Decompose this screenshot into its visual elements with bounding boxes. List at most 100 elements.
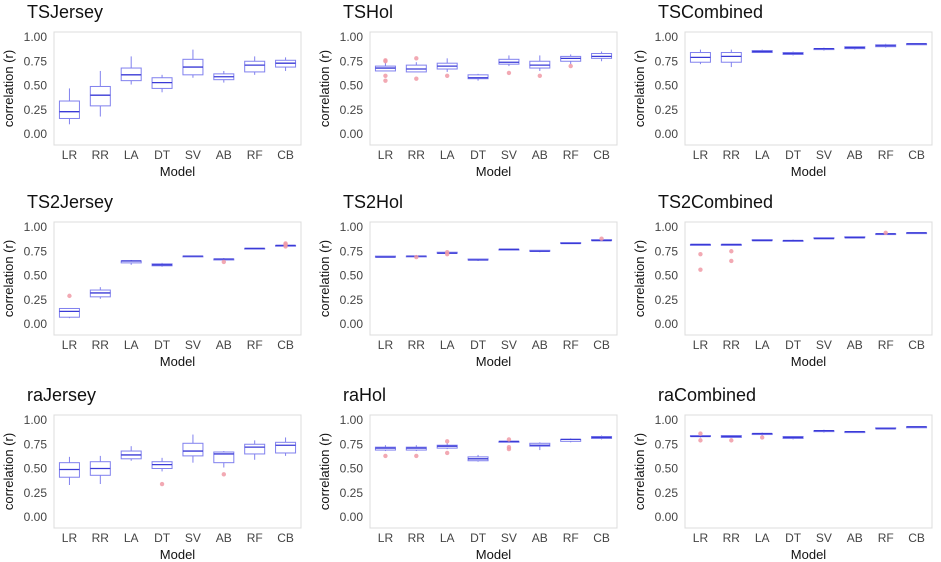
box-RR [720,49,742,68]
x-tick-label-LR: LR [693,531,709,545]
x-tick-label-RF: RF [878,148,894,162]
x-tick-label-LA: LA [124,148,139,162]
box-SV [182,49,204,78]
outlier-point [759,435,765,440]
x-tick-label-SV: SV [501,531,517,545]
x-tick-label-RF: RF [563,148,579,162]
box-iqr [244,443,266,455]
y-tick-label: 0.00 [24,127,48,141]
y-axis-label: correlation (r) [317,433,332,510]
box-DT [151,262,173,267]
x-tick-label-RR: RR [723,338,741,352]
y-tick-label: 1.00 [340,220,364,234]
y-axis-label: correlation (r) [1,433,16,510]
x-tick-label-RR: RR [723,531,741,545]
x-tick-label-DT: DT [470,531,487,545]
box-CB [275,437,297,456]
y-tick-label: 0.00 [340,510,364,524]
outlier-point [444,439,450,444]
box-AB [844,46,866,50]
box-iqr [213,451,235,464]
box-RF [875,427,897,430]
x-tick-label-LA: LA [440,338,455,352]
box-LA [436,58,458,79]
y-axis-label: correlation (r) [1,240,16,317]
y-tick-label: 0.75 [24,244,48,258]
x-tick-label-LA: LA [124,531,139,545]
x-tick-label-RR: RR [408,531,426,545]
y-tick-label: 0.00 [24,510,48,524]
box-RR [89,287,111,299]
x-tick-label-AB: AB [847,338,863,352]
x-tick-label-SV: SV [185,148,201,162]
y-tick-label: 0.00 [655,127,679,141]
outlier-point [414,254,419,260]
box-CB [591,435,613,440]
box-AB [529,55,551,79]
box-DT [151,74,173,93]
outlier-point [729,249,734,254]
plot-frame [369,414,618,529]
outlier-point [444,450,450,456]
box-CB [906,426,928,429]
x-tick-label-AB: AB [847,148,863,162]
x-tick-label-RF: RF [563,531,579,545]
box-DT [782,239,804,242]
y-tick-label: 0.75 [340,244,364,258]
x-tick-label-CB: CB [593,531,610,545]
x-tick-label-DT: DT [785,338,802,352]
outlier-point [221,259,227,265]
chart-panel-TS2Combined: TS2Combined 0.00 0.25 0.50 0.75 1.00 correlati… [632,192,933,369]
x-tick-label-LA: LA [755,148,770,162]
x-tick-label-CB: CB [593,148,610,162]
box-CB [275,57,297,71]
x-axis-label: Model [791,164,827,179]
y-tick-label: 1.00 [340,413,364,427]
x-tick-label-DT: DT [154,148,171,162]
x-tick-label-DT: DT [470,338,487,352]
box-RF [244,440,266,460]
box-RF [560,438,582,443]
box-SV [498,437,520,452]
x-tick-label-SV: SV [185,531,201,545]
outlier-point [599,236,604,241]
y-tick-label: 0.50 [24,462,48,476]
box-LA [751,239,773,242]
box-RF [875,43,897,48]
box-RF [244,247,266,250]
panel-title: TSJersey [27,2,103,22]
outlier-point [506,437,512,442]
outlier-point [414,76,419,81]
box-iqr [720,52,742,63]
chart-panel-TS2Jersey: TS2Jersey 0.00 0.25 0.50 0.75 1.00 correlation… [1,192,302,369]
y-tick-label: 0.75 [340,54,364,68]
y-tick-label: 0.00 [655,510,679,524]
y-tick-label: 0.25 [655,103,679,117]
panel-title: TSHol [343,2,393,22]
box-LR [58,88,80,125]
box-SV [498,248,520,251]
box-AB [213,451,235,477]
outlier-point [221,472,227,477]
outlier-point [506,70,512,76]
x-tick-label-RR: RR [723,148,741,162]
x-tick-label-AB: AB [532,148,548,162]
box-RR [405,254,427,260]
x-axis-label: Model [476,547,512,562]
x-tick-label-CB: CB [277,531,294,545]
y-tick-label: 0.50 [24,269,48,283]
box-RR [405,445,427,459]
box-LA [436,250,458,257]
x-tick-label-AB: AB [532,338,548,352]
y-tick-label: 1.00 [24,30,48,44]
plot-frame [53,221,302,336]
box-RF [875,230,897,236]
y-tick-label: 0.75 [655,54,679,68]
outlier-point [729,438,734,443]
x-tick-label-LA: LA [440,148,455,162]
panel-title: TSCombined [658,2,763,22]
box-AB [844,236,866,239]
x-tick-label-LA: LA [440,531,455,545]
x-tick-label-SV: SV [816,531,832,545]
